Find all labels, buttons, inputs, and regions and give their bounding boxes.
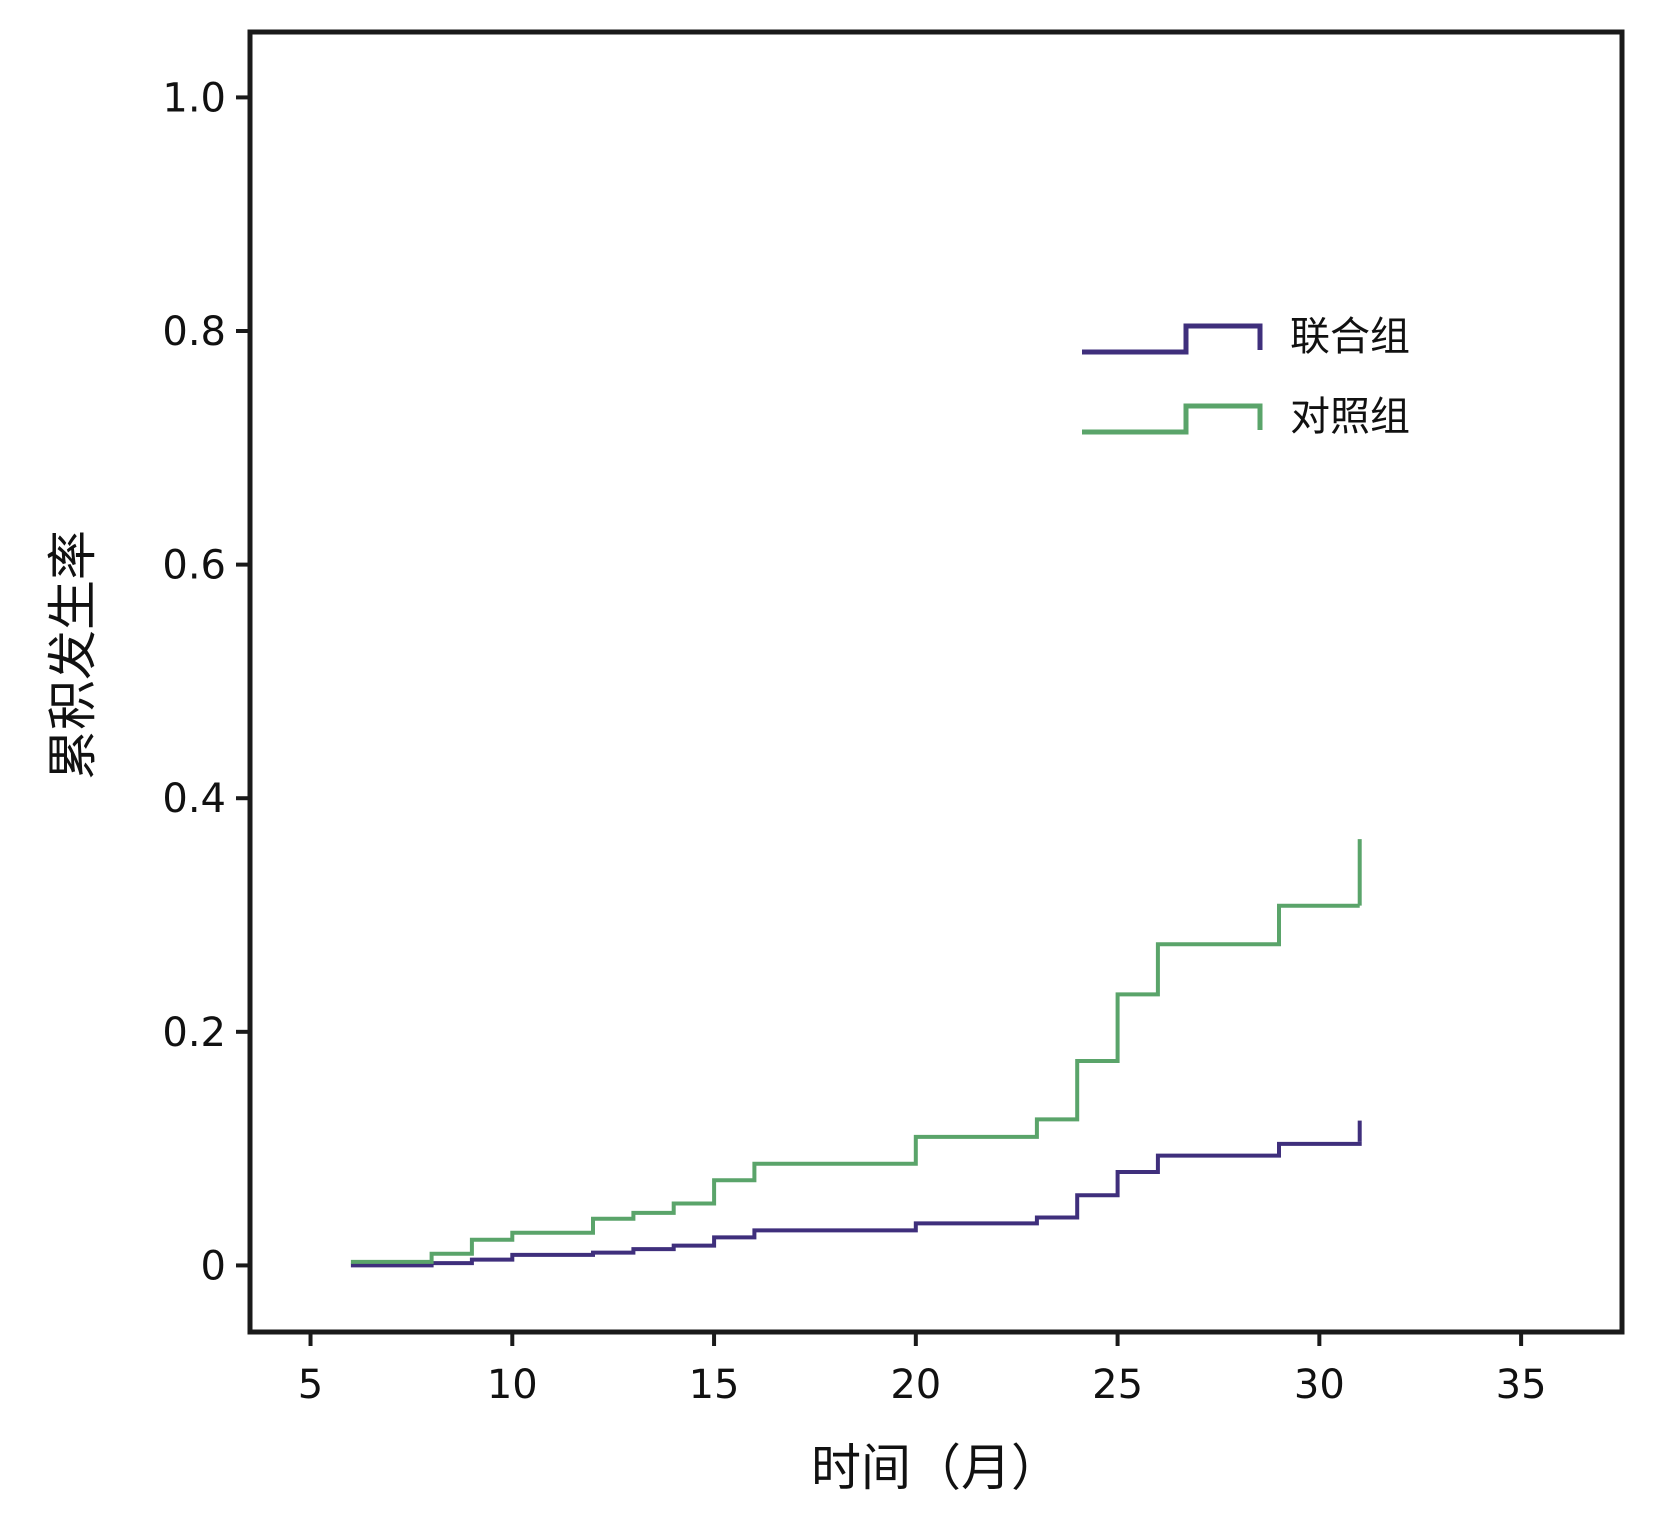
x-tick-label: 15: [689, 1362, 740, 1408]
x-tick-label: 20: [890, 1362, 941, 1408]
x-tick-label: 35: [1496, 1362, 1547, 1408]
series-layer: [350, 839, 1362, 1268]
legend-swatch-2: [1082, 403, 1263, 435]
y-axis-title: 累积发生率: [44, 530, 102, 780]
x-tick-label: 30: [1294, 1362, 1345, 1408]
y-tick-label: 1.0: [162, 75, 226, 121]
y-tick-label: 0.6: [162, 543, 226, 589]
legend-label-2: 对照组: [1290, 394, 1410, 440]
legend-label-1: 联合组: [1290, 314, 1410, 360]
x-axis: 5 10 15 20 25 30 35: [298, 1332, 1547, 1408]
x-tick-label: 5: [298, 1362, 323, 1408]
y-tick-label: 0.2: [162, 1010, 226, 1056]
x-tick-label: 25: [1092, 1362, 1143, 1408]
x-axis-title: 时间（月）: [811, 1439, 1061, 1497]
y-axis: 0 0.2 0.4 0.6 0.8 1.0: [162, 75, 250, 1289]
plot-frame: [247, 29, 1625, 1335]
y-tick-label: 0.8: [162, 309, 226, 355]
x-tick-label: 10: [487, 1362, 538, 1408]
y-tick-label: 0.4: [162, 776, 226, 822]
y-tick-label: 0: [201, 1243, 226, 1289]
legend-swatch-1: [1082, 323, 1263, 355]
series-line-1: [350, 1141, 1362, 1268]
series-line-2: [350, 903, 1360, 1264]
